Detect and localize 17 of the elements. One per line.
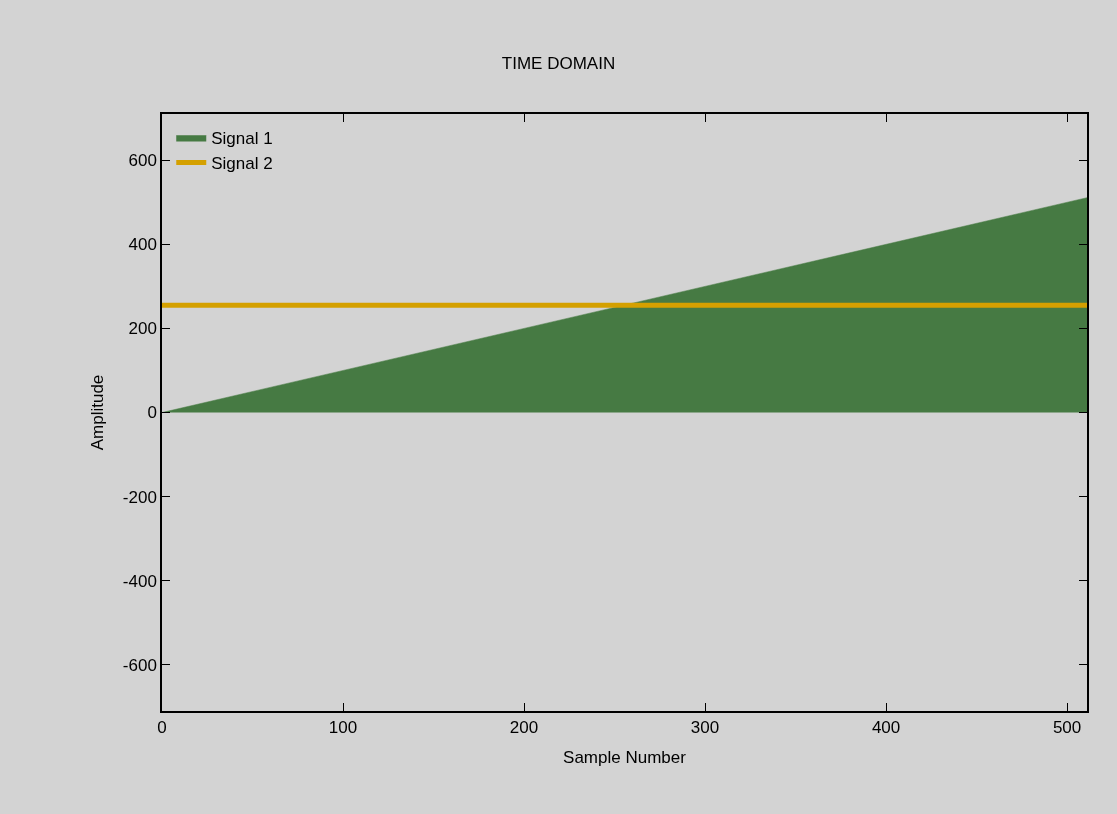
legend-label: Signal 2	[211, 154, 273, 174]
y-tick-label: -600	[122, 655, 157, 675]
x-tick-label: 300	[690, 718, 720, 738]
chart-title: TIME DOMAIN	[501, 53, 616, 73]
x-tick-label: 100	[328, 718, 358, 738]
x-tick-label: 200	[509, 718, 539, 738]
y-tick-label: -400	[122, 571, 157, 591]
y-tick-label: 0	[147, 403, 157, 423]
x-tick-label: 400	[871, 718, 901, 738]
y-tick-label: -200	[122, 487, 157, 507]
x-tick-label: 500	[1052, 718, 1082, 738]
y-tick-label: 600	[128, 151, 157, 171]
x-axis-title: Sample Number	[563, 748, 687, 768]
legend-label: Signal 1	[211, 129, 273, 149]
y-axis-title: Amplitude	[87, 374, 107, 451]
y-tick-label: 400	[128, 235, 157, 255]
y-tick-label: 200	[128, 319, 157, 339]
